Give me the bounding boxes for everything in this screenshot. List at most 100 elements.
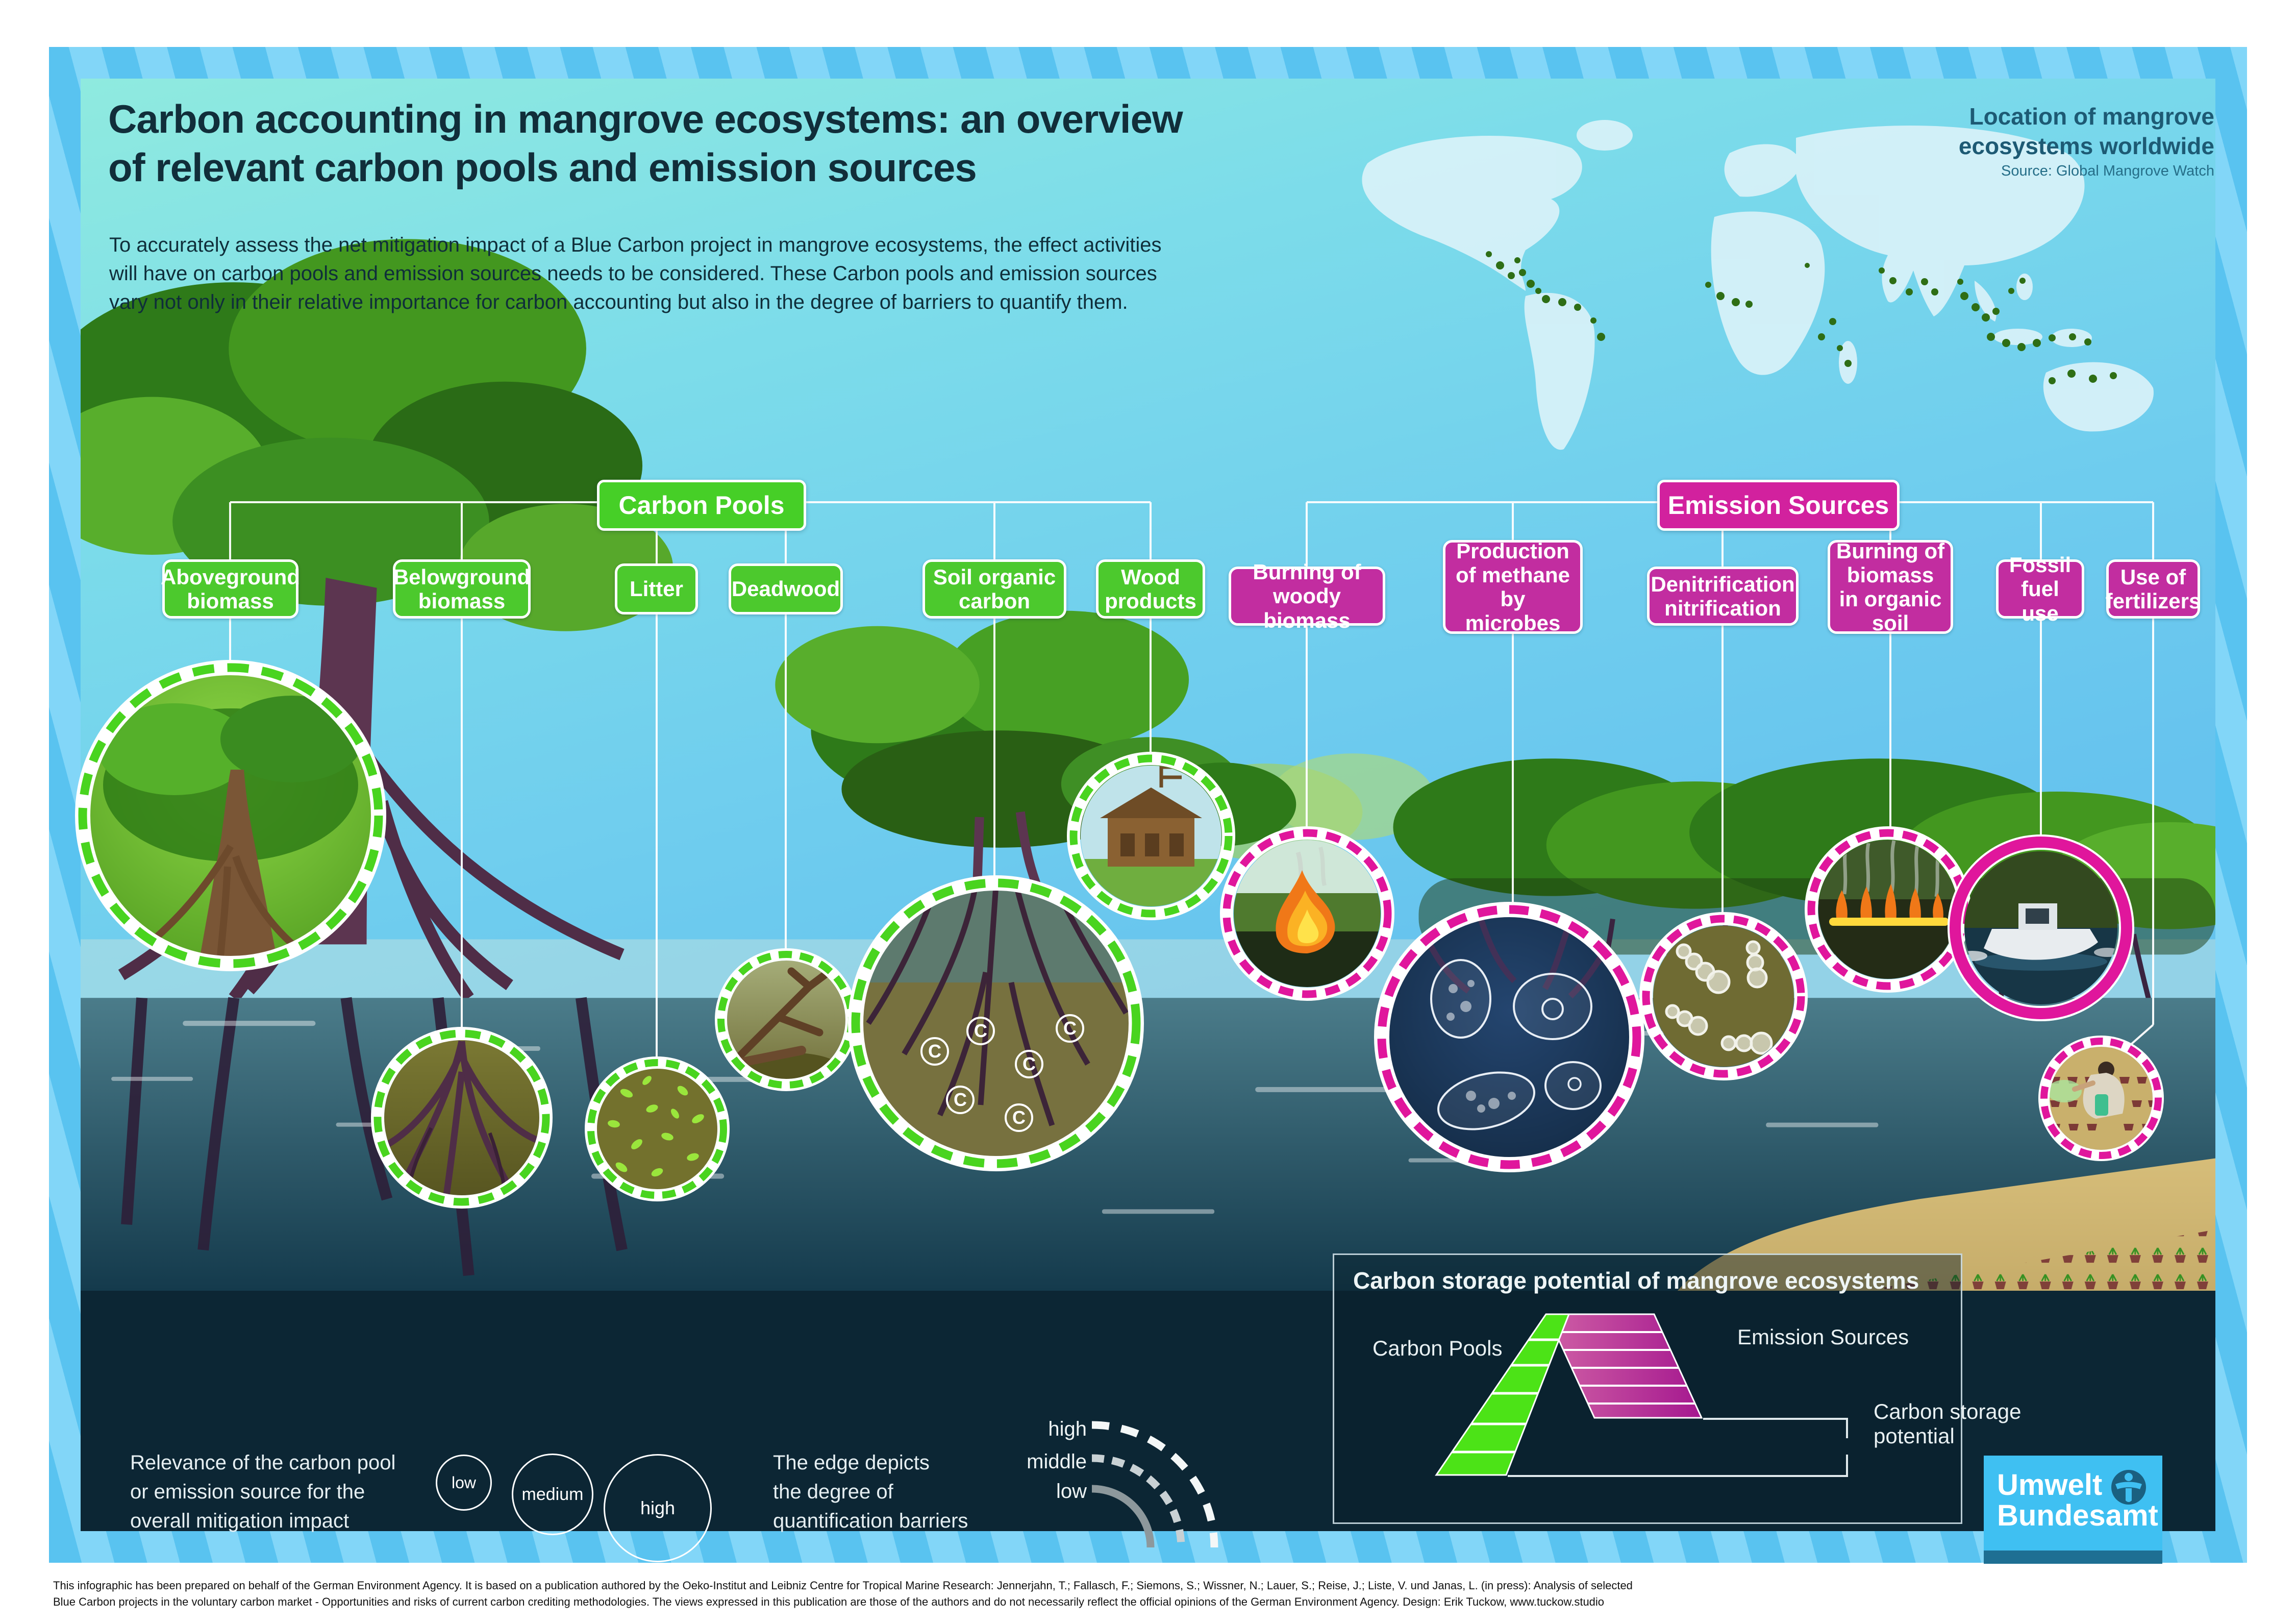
logo-strip — [1984, 1551, 2162, 1564]
circle-denitrification — [1639, 912, 1808, 1080]
legend-circle-low-label: low — [451, 1473, 476, 1492]
label-belowground-biomass: Belowground biomass — [393, 559, 531, 619]
footer-credit-line2: Blue Carbon projects in the voluntary ca… — [53, 1594, 1604, 1610]
label-soil-organic-carbon: Soil organic carbon — [922, 559, 1066, 619]
legend-circle-low: low — [436, 1455, 492, 1511]
relevance-line3: overall mitigation impact — [130, 1509, 350, 1532]
logo-line2: Bundesamt — [1997, 1499, 2158, 1533]
legend-circle-high-label: high — [640, 1497, 676, 1518]
storage-chart-title: Carbon storage potential of mangrove eco… — [1353, 1267, 1919, 1294]
intro-line1: To accurately assess the net mitigation … — [109, 234, 1162, 256]
footer-text1: This infographic has been prepared on be… — [53, 1579, 1633, 1592]
carbon-pools-header-label: Carbon Pools — [618, 491, 785, 520]
bracket-line1: Carbon storage — [1874, 1399, 2022, 1423]
storage-right-text: Emission Sources — [1737, 1325, 1909, 1349]
bracket-line2: potential — [1874, 1424, 1955, 1448]
relevance-line1: Relevance of the carbon pool — [130, 1451, 396, 1474]
storage-pyramid-chart — [1435, 1313, 1848, 1477]
legend-circle-medium-label: medium — [521, 1484, 584, 1504]
label-burning-woody-biomass: Burning of woody biomass — [1229, 560, 1385, 632]
label-text: Deadwood — [731, 577, 840, 601]
label-use-of-fertilizers: Use of fertilizers — [2105, 559, 2201, 619]
legend-circle-high: high — [604, 1454, 712, 1562]
edge-style-arcs — [1091, 1421, 1218, 1548]
label-text: Production of methane by microbes — [1455, 538, 1570, 635]
label-fossil-fuel-use: Fossil fuel use — [1996, 553, 2084, 625]
footer-text2: Blue Carbon projects in the voluntary ca… — [53, 1595, 1605, 1608]
edge-high-text: high — [1048, 1418, 1087, 1440]
edge-label-high: high — [995, 1418, 1087, 1441]
storage-bracket — [1508, 1418, 1848, 1477]
label-text: Denitrification nitrification — [1651, 572, 1795, 620]
label-deadwood: Deadwood — [729, 563, 843, 614]
label-denitrification: Denitrification nitrification — [1647, 567, 1799, 626]
map-caption: Location of mangrove ecosystems worldwid… — [1806, 102, 2214, 180]
mangrove-distribution-dots — [1486, 251, 2117, 384]
map-title-line1: Location of mangrove — [1969, 103, 2214, 130]
label-burning-organic-soil: Burning of biomass in organic soil — [1828, 539, 1953, 635]
label-text: Litter — [630, 577, 683, 601]
map-title-line2: ecosystems worldwide — [1958, 132, 2214, 159]
edge-line1: The edge depicts — [773, 1451, 930, 1474]
circle-burning-woody-biomass — [1220, 826, 1394, 1001]
circle-belowground-biomass — [371, 1027, 553, 1209]
legend-circle-medium: medium — [512, 1454, 593, 1535]
label-text: Wood products — [1105, 564, 1196, 613]
relevance-line2: or emission source for the — [130, 1480, 365, 1503]
storage-emission-sources-label: Emission Sources — [1737, 1325, 1909, 1349]
label-text: Aboveground biomass — [161, 564, 300, 613]
label-text: Use of fertilizers — [2105, 564, 2201, 613]
edge-line2: the degree of — [773, 1480, 893, 1503]
carbon-symbol: C — [1022, 1053, 1036, 1074]
storage-carbon-pools-label: Carbon Pools — [1372, 1336, 1502, 1361]
intro-line2: will have on carbon pools and emission s… — [109, 262, 1157, 285]
circle-use-of-fertilizers — [2038, 1036, 2164, 1161]
footer-credit-line1: This infographic has been prepared on be… — [53, 1578, 1633, 1593]
world-map-mangrove-locations — [1362, 120, 2154, 450]
label-litter: Litter — [615, 563, 698, 614]
storage-bracket-label: Carbon storage potential — [1874, 1399, 2022, 1448]
umweltbundesamt-logo: Umwelt Bundesamt — [1984, 1456, 2162, 1551]
edge-label-middle: middle — [995, 1450, 1087, 1473]
circle-fossil-fuel-use — [1948, 834, 2134, 1021]
label-text: Fossil fuel use — [2009, 553, 2072, 625]
label-text: Belowground biomass — [393, 564, 531, 613]
edge-legend-text: The edge depicts the degree of quantific… — [773, 1448, 968, 1535]
carbon-pools-header: Carbon Pools — [597, 480, 806, 531]
label-text: Soil organic carbon — [933, 564, 1056, 613]
storage-left-text: Carbon Pools — [1372, 1336, 1503, 1360]
circle-soil-organic-carbon: C C C C C C — [848, 875, 1144, 1171]
map-source: Source: Global Mangrove Watch — [2001, 163, 2214, 179]
label-aboveground-biomass: Aboveground biomass — [161, 559, 300, 619]
carbon-symbol: C — [928, 1041, 941, 1062]
logo-person-icon — [2111, 1470, 2146, 1505]
page-title: Carbon accounting in mangrove ecosystems… — [108, 95, 1183, 192]
edge-middle-text: middle — [1027, 1450, 1087, 1473]
carbon-symbol: C — [974, 1020, 987, 1041]
storage-title-text: Carbon storage potential of mangrove eco… — [1353, 1267, 1919, 1294]
edge-low-text: low — [1056, 1480, 1087, 1503]
centre-mangrove-tree — [775, 610, 1296, 898]
circle-deadwood — [715, 948, 858, 1091]
carbon-symbol: C — [954, 1089, 967, 1110]
emission-sources-header-label: Emission Sources — [1667, 491, 1889, 520]
label-text: Burning of woody biomass — [1253, 560, 1361, 632]
circle-litter — [585, 1056, 730, 1201]
edge-label-low: low — [995, 1480, 1087, 1503]
label-methane-microbes: Production of methane by microbes — [1443, 538, 1583, 635]
circle-wood-products — [1067, 752, 1235, 920]
title-line1: Carbon accounting in mangrove ecosystems… — [108, 96, 1183, 141]
relevance-legend-text: Relevance of the carbon pool or emission… — [130, 1448, 395, 1535]
intro-paragraph: To accurately assess the net mitigation … — [109, 231, 1161, 316]
logo-line1: Umwelt — [1997, 1468, 2103, 1502]
intro-line3: vary not only in their relative importan… — [109, 291, 1128, 313]
circle-methane-microbes — [1374, 902, 1644, 1172]
label-wood-products: Wood products — [1096, 559, 1205, 619]
emission-sources-header: Emission Sources — [1657, 480, 1900, 531]
carbon-symbol: C — [1012, 1107, 1026, 1128]
edge-line3: quantification barriers — [773, 1509, 968, 1532]
title-line2: of relevant carbon pools and emission so… — [108, 145, 977, 190]
circle-aboveground-biomass — [75, 660, 386, 971]
carbon-symbol: C — [1063, 1018, 1077, 1039]
